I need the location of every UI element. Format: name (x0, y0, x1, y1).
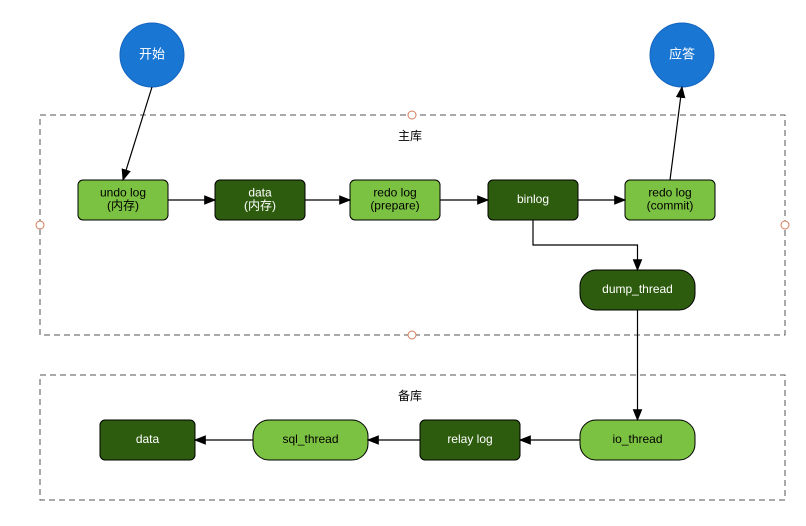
arrow (123, 87, 152, 180)
node-redo_prepare-label: (prepare) (370, 199, 419, 213)
slave-group-label: 备库 (398, 388, 422, 403)
node-relay_log-label: relay log (447, 432, 492, 446)
circle-reply-label: 应答 (669, 46, 695, 61)
node-undo-label: (内存) (107, 199, 139, 213)
node-redo_commit-label: (commit) (647, 199, 694, 213)
arrow (533, 220, 638, 270)
circle-start-label: 开始 (139, 46, 165, 61)
node-data_mem-label: (内存) (244, 199, 276, 213)
node-redo_prepare-label: redo log (373, 186, 416, 200)
node-redo_commit-label: redo log (648, 186, 691, 200)
node-data_mem-label: data (248, 186, 272, 200)
node-io_thread-label: io_thread (612, 432, 662, 446)
selection-handle (781, 221, 789, 229)
node-data_slave-label: data (136, 432, 160, 446)
node-sql_thread-label: sql_thread (282, 432, 338, 446)
node-binlog-label: binlog (517, 192, 549, 206)
selection-handle (36, 221, 44, 229)
node-undo-label: undo log (100, 186, 146, 200)
selection-handle (408, 331, 416, 339)
arrow (670, 87, 682, 180)
master-group-label: 主库 (398, 128, 422, 143)
node-dump_thread-label: dump_thread (602, 282, 673, 296)
selection-handle (408, 111, 416, 119)
flowchart-canvas: 主库备库undo log(内存)data(内存)redo log(prepare… (0, 0, 806, 526)
